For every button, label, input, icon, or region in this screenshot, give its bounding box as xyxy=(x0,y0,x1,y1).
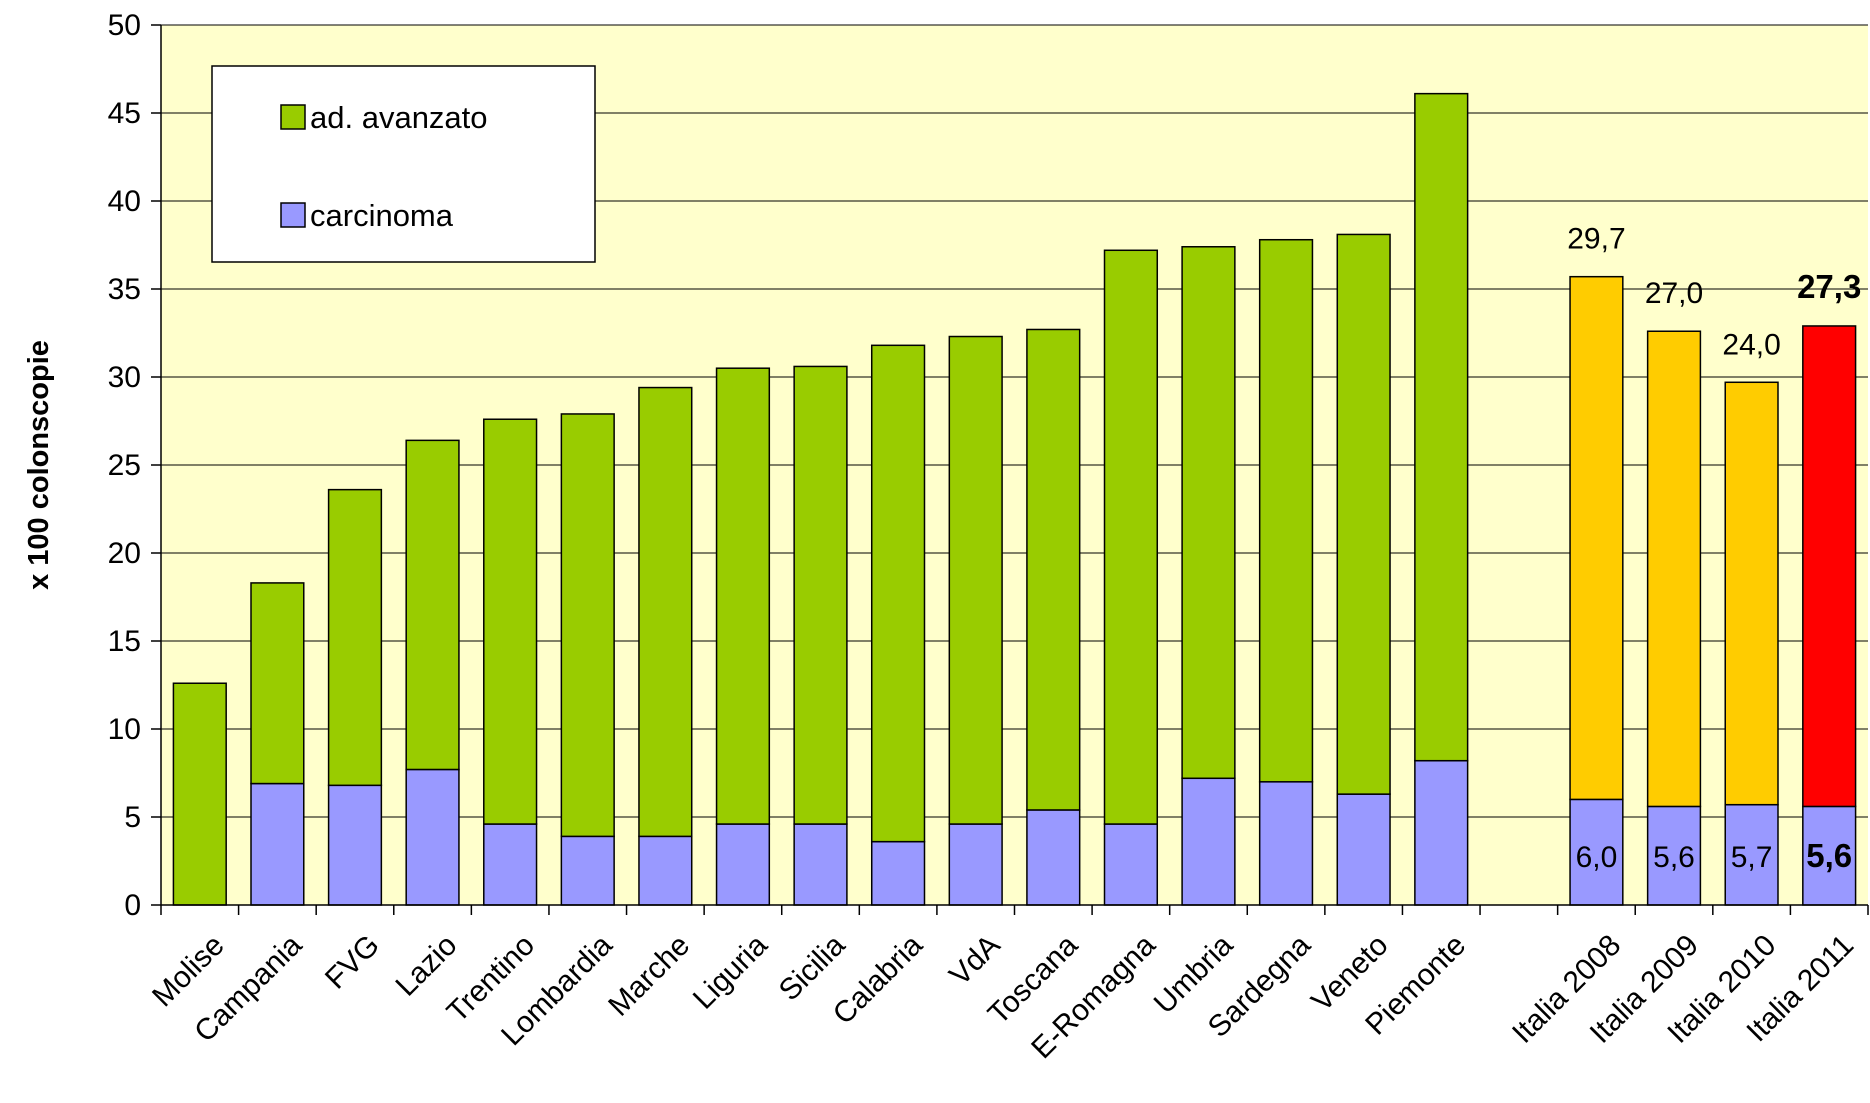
bar-toscana-ad-avanzato xyxy=(1026,328,1081,811)
bar-toscana-carcinoma xyxy=(1026,809,1081,906)
legend-swatch-carcinoma xyxy=(280,202,306,228)
y-tick-label-15: 15 xyxy=(108,625,141,658)
bar-marche-carcinoma xyxy=(638,835,693,906)
x-tick-label-vda: VdA xyxy=(943,929,1006,992)
x-tick-label-liguria: Liguria xyxy=(687,928,774,1015)
bar-vda-carcinoma xyxy=(948,823,1003,906)
bar-piemonte-ad-avanzato xyxy=(1414,92,1469,762)
bar-sardegna-carcinoma xyxy=(1258,781,1314,906)
bar-trentino-ad-avanzato xyxy=(483,418,538,825)
y-tick-label-45: 45 xyxy=(108,97,141,130)
bar-e-romagna-carcinoma xyxy=(1103,823,1159,906)
y-axis-label: x 100 colonscopie xyxy=(23,340,55,590)
bar-campania-carcinoma xyxy=(250,782,305,906)
bar-liguria-ad-avanzato xyxy=(715,367,771,825)
legend-swatch-ad-avanzato xyxy=(280,104,306,130)
y-tick-label-0: 0 xyxy=(124,889,141,922)
x-tick-label-lazio: Lazio xyxy=(389,929,463,1003)
bar-sardegna-ad-avanzato xyxy=(1258,238,1314,783)
y-tick-label-30: 30 xyxy=(108,361,141,394)
bar-trentino-carcinoma xyxy=(483,823,538,906)
legend: ad. avanzato carcinoma xyxy=(211,65,596,263)
axes xyxy=(151,24,1869,915)
bar-calabria-carcinoma xyxy=(870,840,926,906)
bar-sicilia-carcinoma xyxy=(793,823,848,906)
bar-sicilia-ad-avanzato xyxy=(793,365,848,825)
data-label-top-italia-2008: 29,7 xyxy=(1567,223,1625,256)
bar-umbria-ad-avanzato xyxy=(1181,246,1236,780)
legend-label-ad-avanzato: ad. avanzato xyxy=(310,100,488,135)
bar-vda-ad-avanzato xyxy=(948,335,1003,825)
bars xyxy=(172,92,1857,906)
data-labels: 29,7 6,0 27,0 5,6 24,0 5,7 27,3 5,6 xyxy=(1567,223,1861,874)
bar-italia-2010-ad-avanzato xyxy=(1724,381,1779,806)
bar-lazio-carcinoma xyxy=(405,768,460,906)
data-label-bottom-italia-2008: 6,0 xyxy=(1576,841,1618,874)
data-label-top-italia-2011: 27,3 xyxy=(1797,268,1861,305)
x-tick-label-fvg: FVG xyxy=(319,929,386,996)
bar-calabria-ad-avanzato xyxy=(870,344,926,843)
bar-italia-2011-ad-avanzato xyxy=(1802,325,1857,808)
bar-lombardia-ad-avanzato xyxy=(560,413,615,838)
y-tick-label-35: 35 xyxy=(108,273,141,306)
y-tick-label-25: 25 xyxy=(108,449,141,482)
bar-italia-2009-ad-avanzato xyxy=(1646,330,1702,808)
y-tick-label-50: 50 xyxy=(108,9,141,42)
y-tick-label-40: 40 xyxy=(108,185,141,218)
bar-campania-ad-avanzato xyxy=(250,582,305,785)
bar-veneto-ad-avanzato xyxy=(1336,233,1391,795)
data-label-top-italia-2009: 27,0 xyxy=(1645,277,1703,310)
y-tick-label-5: 5 xyxy=(124,801,141,834)
bar-piemonte-carcinoma xyxy=(1414,759,1469,906)
data-label-bottom-italia-2009: 5,6 xyxy=(1653,841,1695,874)
y-tick-label-10: 10 xyxy=(108,713,141,746)
bar-liguria-carcinoma xyxy=(715,823,771,906)
bar-fvg-ad-avanzato xyxy=(327,488,383,787)
legend-label-carcinoma: carcinoma xyxy=(310,198,454,233)
bar-veneto-carcinoma xyxy=(1336,793,1391,906)
bar-e-romagna-ad-avanzato xyxy=(1103,249,1159,825)
bar-marche-ad-avanzato xyxy=(638,386,693,838)
y-tick-label-20: 20 xyxy=(108,537,141,570)
bar-lombardia-carcinoma xyxy=(560,835,615,906)
bar-molise-ad-avanzato xyxy=(172,682,227,906)
y-tick-labels: 0 5 10 15 20 25 30 35 40 45 50 xyxy=(108,9,141,922)
data-label-bottom-italia-2011: 5,6 xyxy=(1806,837,1852,874)
bar-umbria-carcinoma xyxy=(1181,777,1236,906)
legend-box xyxy=(211,65,596,263)
bar-fvg-carcinoma xyxy=(327,784,383,906)
bar-lazio-ad-avanzato xyxy=(405,439,460,771)
data-label-bottom-italia-2010: 5,7 xyxy=(1731,841,1773,874)
bar-italia-2008-ad-avanzato xyxy=(1569,275,1624,801)
data-label-top-italia-2010: 24,0 xyxy=(1722,328,1780,361)
x-tick-label-marche: Marche xyxy=(602,929,696,1023)
